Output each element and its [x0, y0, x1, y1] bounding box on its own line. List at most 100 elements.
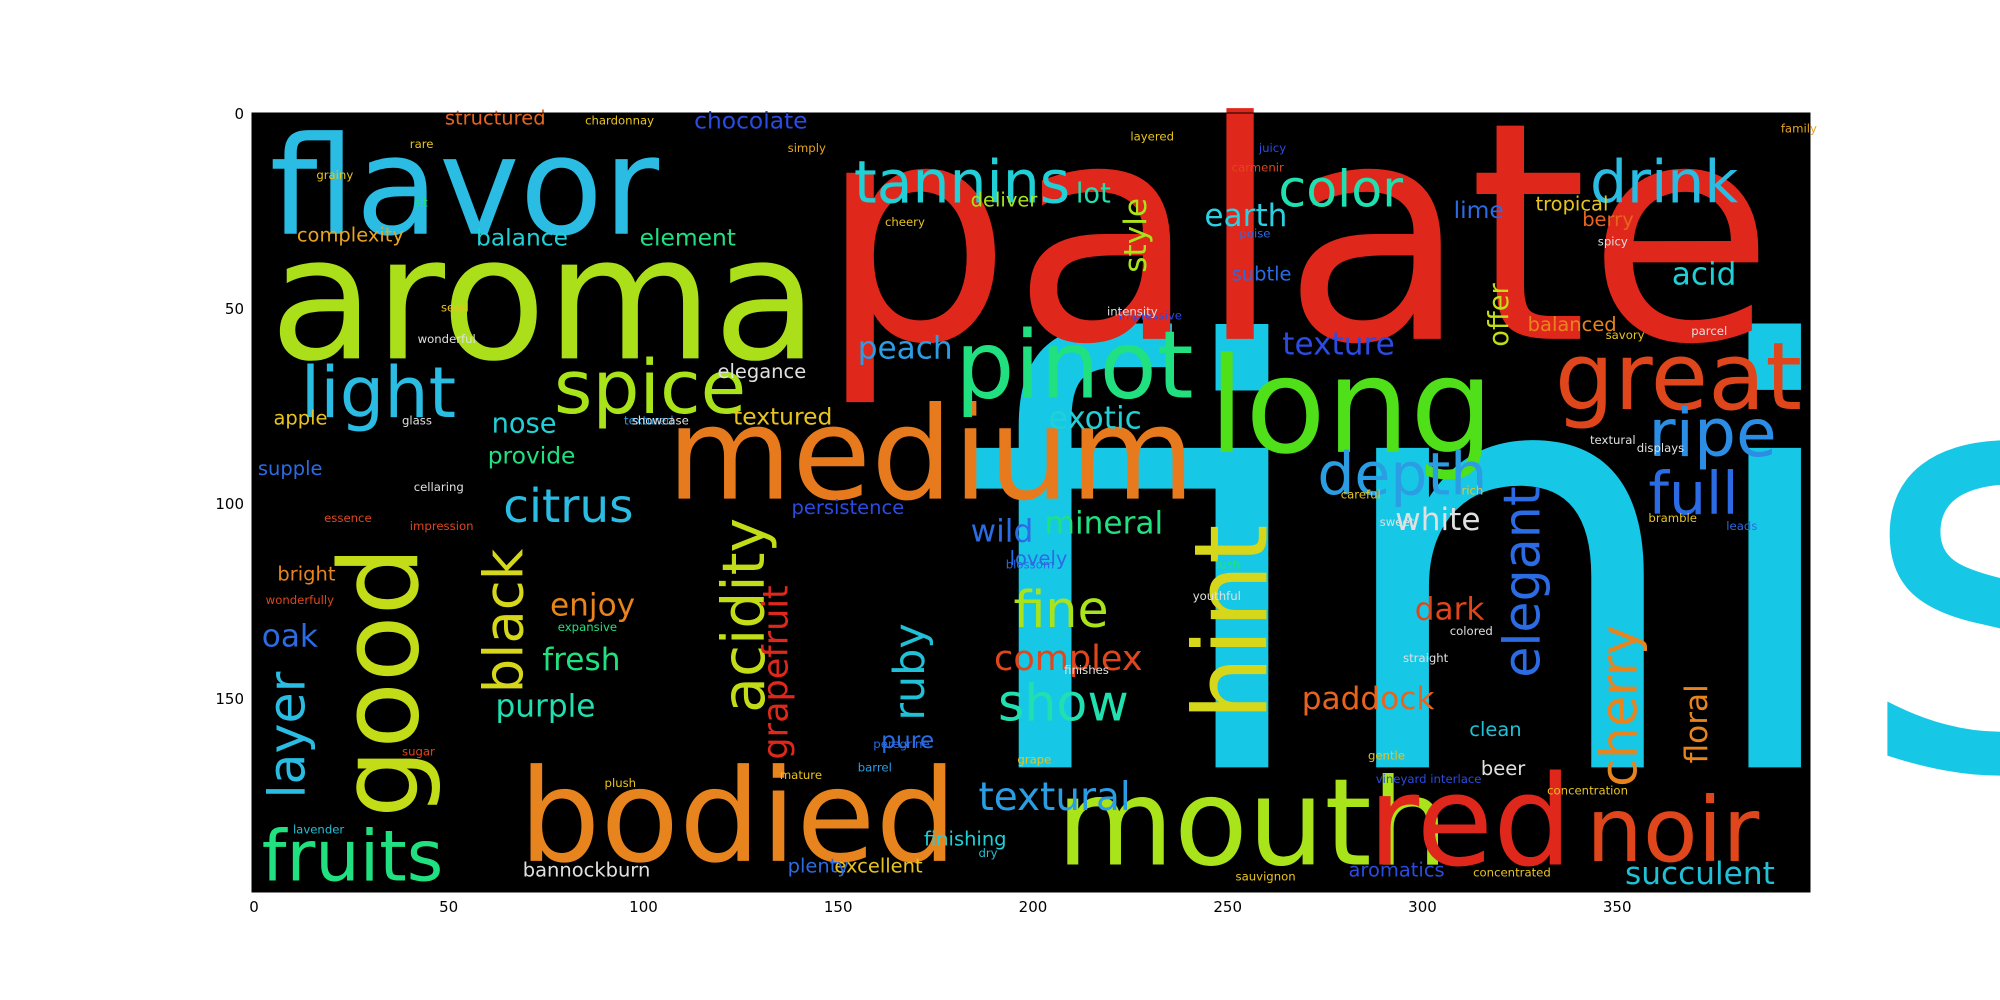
word-blossom: blossom: [1006, 558, 1054, 572]
word-grainy: grainy: [316, 168, 353, 182]
word-earth: earth: [1204, 198, 1287, 234]
word-sweet: sweet: [1380, 515, 1415, 529]
word-juicy: juicy: [1258, 141, 1286, 155]
word-show: show: [998, 674, 1129, 733]
word-straight: straight: [1403, 651, 1449, 665]
word-textured: textured: [733, 403, 832, 431]
word-carmenir: carmenir: [1232, 160, 1284, 174]
word-structured: structured: [445, 107, 546, 130]
word-drink: drink: [1590, 149, 1738, 217]
word-color: color: [1278, 159, 1403, 218]
word-hint: hint: [1173, 524, 1291, 720]
word-element: element: [640, 223, 736, 251]
word-purple: purple: [495, 689, 595, 725]
word-ruby: ruby: [885, 623, 935, 720]
word-pinot: pinot: [955, 311, 1193, 420]
y-tick-label: 0: [234, 105, 244, 123]
x-tick-label: 100: [629, 898, 658, 916]
word-complex: complex: [994, 638, 1143, 679]
word-essence: essence: [324, 511, 372, 525]
word-textured: textured: [624, 414, 674, 428]
word-bannockburn: bannockburn: [523, 858, 651, 881]
word-plenty: plenty: [788, 855, 849, 878]
word-grape: grape: [1017, 752, 1051, 766]
word-cheery: cheery: [885, 215, 925, 229]
x-tick-label: 250: [1213, 898, 1242, 916]
word-acid: acid: [1672, 256, 1737, 292]
word-leads: leads: [1726, 519, 1757, 533]
word-long: long: [1208, 330, 1494, 484]
word-wild: wild: [971, 513, 1034, 549]
word-careful: careful: [1341, 488, 1381, 502]
word-ripe: ripe: [1648, 395, 1776, 472]
word-chardonnay: chardonnay: [585, 114, 654, 128]
word-layer: layer: [258, 671, 317, 798]
word-lush: lush: [1216, 558, 1240, 572]
word-mouth: mouth: [1056, 754, 1448, 894]
word-textural: textural: [1590, 433, 1636, 447]
word-offer: offer: [1484, 282, 1515, 346]
word-rare: rare: [410, 137, 434, 151]
word-depth: depth: [1317, 441, 1487, 509]
word-apple: apple: [273, 407, 327, 430]
y-tick-label: 100: [215, 495, 244, 513]
word-cherry: cherry: [1590, 625, 1649, 787]
word-wonderfully: wonderfully: [266, 593, 334, 607]
word-impression: impression: [410, 519, 474, 533]
word-chocolate: chocolate: [694, 107, 807, 135]
word-great: great: [1555, 323, 1802, 432]
word-intensity: intensity: [1107, 305, 1158, 319]
word-barrel: barrel: [858, 760, 892, 774]
word-dark: dark: [1415, 591, 1485, 627]
word-dry: dry: [978, 846, 997, 860]
word-citrus: citrus: [503, 480, 633, 534]
word-concentration: concentration: [1547, 784, 1628, 798]
word-paddock: paddock: [1302, 681, 1435, 717]
word-gentle: gentle: [1368, 749, 1405, 763]
word-layered: layered: [1130, 129, 1174, 143]
word-lime: lime: [1454, 196, 1504, 224]
word-floral: floral: [1679, 684, 1715, 763]
word-black: black: [472, 548, 536, 693]
word-fruits: fruits: [262, 815, 443, 897]
word-elegance: elegance: [718, 360, 807, 383]
word-wonderful: wonderful: [418, 332, 476, 346]
word-white: white: [1395, 502, 1480, 538]
word-sauvignon: sauvignon: [1236, 869, 1296, 883]
word-red: red: [1368, 750, 1572, 895]
word-grapefruit: grapefruit: [756, 585, 797, 759]
word-supple: supple: [258, 457, 323, 480]
word-succulent: succulent: [1625, 856, 1775, 892]
word-aroma: aroma: [270, 200, 819, 399]
word-plush: plush: [605, 776, 637, 790]
word-finishing: finishing: [924, 827, 1007, 850]
word-clean: clean: [1469, 718, 1521, 741]
word-fresh: fresh: [542, 642, 620, 678]
word-flavor: flavor: [270, 108, 660, 267]
word-tropical: tropical: [1535, 192, 1608, 215]
word-mineral: mineral: [1045, 506, 1163, 542]
word-savory: savory: [1606, 328, 1645, 342]
word-beer: beer: [1481, 757, 1525, 780]
y-axis: 0 50 100 150: [215, 105, 244, 708]
word-bramble: bramble: [1648, 511, 1697, 525]
word-peregrine: peregrine: [873, 737, 929, 751]
plot-area: finishpalatearomaflavorlongmediumbodiedm…: [251, 57, 2000, 905]
word-concentrated: concentrated: [1473, 865, 1551, 879]
word-noir: noir: [1586, 779, 1759, 883]
word-rich: rich: [1461, 484, 1483, 498]
word-youthful: youthful: [1193, 589, 1241, 603]
y-tick-label: 50: [225, 300, 244, 318]
word-balance: balance: [476, 223, 568, 251]
word-lavender: lavender: [293, 823, 344, 837]
word-lot: lot: [1076, 179, 1111, 210]
word-displays: displays: [1637, 441, 1685, 455]
word-cellaring: cellaring: [414, 480, 464, 494]
word-deliver: deliver: [971, 188, 1038, 211]
word-full: full: [1648, 460, 1738, 528]
word-finishes: finishes: [1064, 663, 1109, 677]
word-fine: fine: [1014, 580, 1109, 639]
word-textural: textural: [978, 775, 1130, 820]
x-tick-label: 300: [1408, 898, 1437, 916]
